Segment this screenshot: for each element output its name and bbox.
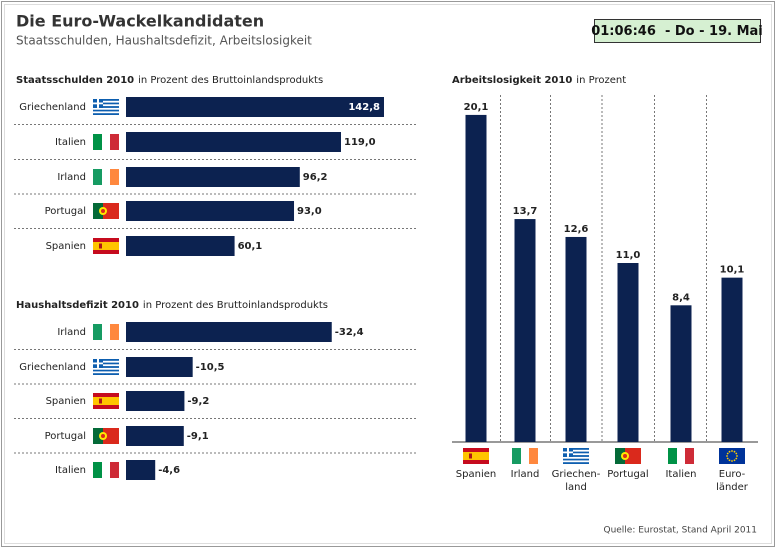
chart-heading: Haushaltsdefizit 2010 in Prozent des Brut… xyxy=(16,300,328,311)
category-label: Portugal xyxy=(45,431,86,442)
subtitle: Staatsschulden, Haushaltsdefizit, Arbeit… xyxy=(16,34,312,48)
value-label: -32,4 xyxy=(335,327,364,338)
category-label: Italien xyxy=(665,469,696,480)
category-label: Griechenland xyxy=(19,102,86,113)
value-label: 13,7 xyxy=(513,206,538,217)
category-label: Spanien xyxy=(456,469,496,480)
bar xyxy=(670,305,692,442)
chart-title: Haushaltsdefizit 2010 xyxy=(16,300,139,311)
value-label: 20,1 xyxy=(464,102,489,113)
flag xyxy=(463,448,489,464)
flag xyxy=(719,448,745,464)
flag xyxy=(93,134,119,150)
bar xyxy=(126,426,184,446)
bar xyxy=(126,201,295,221)
flag xyxy=(93,428,119,444)
chart-title-note: in Prozent des Bruttoinlandsprodukts xyxy=(143,300,328,311)
source: Quelle: Eurostat, Stand April 2011 xyxy=(603,526,757,536)
title: Die Euro-Wackelkandidaten xyxy=(16,12,264,31)
bar xyxy=(721,277,743,442)
bar xyxy=(126,391,185,411)
bar xyxy=(465,114,487,442)
chart-title-note: in Prozent des Bruttoinlandsprodukts xyxy=(138,75,323,86)
category-label: Spanien xyxy=(46,396,86,407)
bar xyxy=(617,263,639,442)
category-label: Italien xyxy=(55,465,86,476)
category-label: Spanien xyxy=(46,241,86,252)
flag xyxy=(512,448,538,464)
bar xyxy=(126,357,193,377)
value-label: 11,0 xyxy=(616,250,641,261)
value-label: 8,4 xyxy=(672,292,690,303)
category-label: Portugal xyxy=(45,206,86,217)
flag xyxy=(93,462,119,478)
value-label: 60,1 xyxy=(238,241,263,252)
clock-box xyxy=(594,19,761,43)
value-label: -4,6 xyxy=(158,465,180,476)
value-label: 10,1 xyxy=(720,265,745,276)
chart-title-note: in Prozent xyxy=(576,75,626,86)
flag xyxy=(668,448,694,464)
flag xyxy=(563,448,589,464)
bar xyxy=(126,132,341,152)
bar xyxy=(126,236,235,256)
flag xyxy=(93,359,119,375)
flag xyxy=(615,448,641,464)
clock: 01:06:46 - Do - 19. Mai xyxy=(591,24,763,39)
bar xyxy=(126,167,300,187)
chart-title: Arbeitslosigkeit 2010 xyxy=(452,75,572,86)
bar xyxy=(565,236,587,442)
category-label: Irland xyxy=(57,327,86,338)
value-label: 93,0 xyxy=(297,206,322,217)
bar xyxy=(514,219,536,442)
value-label: -9,2 xyxy=(187,396,209,407)
value-label: -10,5 xyxy=(196,362,225,373)
category-label: Portugal xyxy=(607,469,648,480)
value-label: 119,0 xyxy=(344,137,376,148)
category-label: Irland xyxy=(511,469,540,480)
bar xyxy=(126,322,332,342)
flag xyxy=(93,99,119,115)
value-label: 142,8 xyxy=(348,102,380,113)
value-label: 12,6 xyxy=(564,224,589,235)
value-label: -9,1 xyxy=(187,431,209,442)
category-label: Italien xyxy=(55,137,86,148)
category-label: Irland xyxy=(57,172,86,183)
chart-heading: Arbeitslosigkeit 2010 in Prozent xyxy=(452,75,626,86)
chart-heading: Staatsschulden 2010 in Prozent des Brutto… xyxy=(16,75,323,86)
category-label: Griechen-land xyxy=(552,469,601,493)
category-label: Euro-länder xyxy=(716,469,749,493)
flag xyxy=(93,393,119,409)
value-label: 96,2 xyxy=(303,172,328,183)
bar xyxy=(126,97,384,117)
flag xyxy=(93,238,119,254)
category-label: Griechenland xyxy=(19,362,86,373)
flag xyxy=(93,203,119,219)
flag xyxy=(93,324,119,340)
bar xyxy=(126,460,156,480)
flag xyxy=(93,169,119,185)
frame-inner xyxy=(4,4,772,544)
chart-title: Staatsschulden 2010 xyxy=(16,75,134,86)
